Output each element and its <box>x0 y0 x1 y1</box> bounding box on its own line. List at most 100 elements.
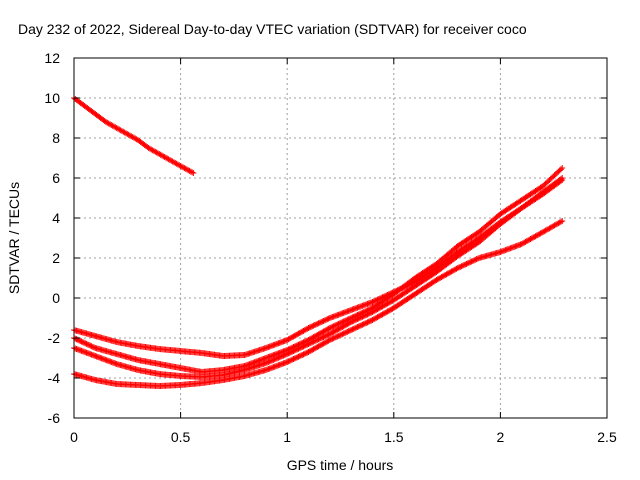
data-point <box>334 326 341 333</box>
data-point <box>309 339 316 346</box>
plot-frame <box>73 57 608 419</box>
data-point <box>295 353 302 360</box>
data-point <box>290 348 297 355</box>
data-point <box>326 337 333 343</box>
data-point <box>519 240 526 247</box>
data-point <box>359 321 366 328</box>
data-point <box>280 352 287 359</box>
data-point <box>440 272 447 279</box>
data-point <box>284 359 291 365</box>
data-point <box>315 343 322 350</box>
data-point <box>348 327 355 333</box>
data-point <box>303 326 310 333</box>
data-point <box>375 313 382 320</box>
data-point <box>304 325 311 332</box>
data-point <box>459 262 466 269</box>
data-point <box>360 313 367 320</box>
data-point <box>524 237 531 244</box>
data-point <box>356 314 363 321</box>
data-point <box>442 272 449 279</box>
data-point <box>346 327 353 334</box>
data-point <box>373 297 380 304</box>
data-point <box>366 318 373 325</box>
data-point <box>371 307 378 314</box>
data-point <box>334 333 341 340</box>
data-point <box>330 335 337 342</box>
data-point <box>384 300 391 307</box>
data-point <box>371 297 378 304</box>
data-point <box>447 269 454 276</box>
data-point <box>266 358 273 365</box>
data-point <box>320 317 327 324</box>
data-point <box>287 357 294 364</box>
data-point <box>373 314 380 321</box>
data-point <box>335 332 342 339</box>
y-axis-label: SDTVAR / TECUs <box>6 182 22 294</box>
data-point <box>521 239 528 246</box>
data-point <box>309 323 316 330</box>
data-point <box>458 263 465 270</box>
data-point <box>468 258 475 265</box>
data-point <box>323 332 330 339</box>
data-layer <box>71 95 566 389</box>
data-point <box>314 320 321 327</box>
data-point <box>308 339 315 346</box>
data-point <box>335 320 342 327</box>
data-point <box>292 354 299 361</box>
data-point <box>316 335 323 342</box>
data-point <box>324 316 331 323</box>
data-point <box>316 330 323 337</box>
data-point <box>344 328 351 335</box>
data-point <box>73 336 80 343</box>
data-point <box>323 339 330 346</box>
data-point <box>462 261 469 268</box>
data-point <box>291 347 298 354</box>
data-point <box>552 221 559 228</box>
data-point <box>285 350 292 357</box>
data-point <box>537 230 544 237</box>
y-tick-label: 6 <box>52 170 60 186</box>
data-point <box>353 324 360 331</box>
data-point <box>469 257 476 264</box>
data-point <box>457 263 464 270</box>
data-point <box>304 349 311 356</box>
data-point <box>300 343 307 350</box>
data-point <box>275 354 282 361</box>
data-point <box>292 346 299 353</box>
series-track-5 <box>71 218 566 389</box>
y-tick-labels: -6 -4 -2 0 2 4 6 8 10 12 <box>44 50 60 426</box>
data-point <box>379 311 386 318</box>
data-point <box>443 271 450 278</box>
data-point <box>185 167 192 174</box>
data-point <box>351 325 358 332</box>
data-point <box>319 341 326 348</box>
data-point <box>543 226 550 233</box>
data-point <box>370 298 377 305</box>
data-point <box>454 265 461 271</box>
data-point <box>336 332 343 339</box>
data-point <box>306 348 313 355</box>
data-point <box>536 231 543 238</box>
data-point <box>338 331 345 338</box>
data-point <box>186 167 193 174</box>
data-point <box>267 357 274 364</box>
data-point <box>540 229 547 235</box>
y-tick-label: -6 <box>48 410 61 426</box>
data-point <box>306 324 313 331</box>
data-point <box>380 310 387 317</box>
data-point <box>84 341 91 348</box>
data-point <box>346 319 353 326</box>
data-point <box>176 162 183 169</box>
data-point <box>466 259 473 266</box>
data-point <box>311 338 318 345</box>
data-point <box>545 226 552 233</box>
data-point <box>308 347 315 354</box>
data-point <box>271 356 278 363</box>
data-point <box>365 318 372 325</box>
data-point <box>305 349 312 355</box>
data-point <box>369 299 376 305</box>
data-point <box>177 163 184 169</box>
data-point <box>290 333 297 340</box>
data-point <box>296 353 303 360</box>
data-point <box>343 329 350 336</box>
